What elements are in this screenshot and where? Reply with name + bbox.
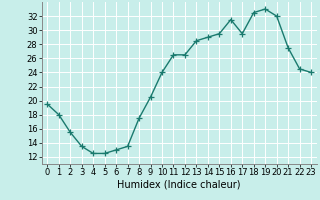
X-axis label: Humidex (Indice chaleur): Humidex (Indice chaleur) — [117, 180, 241, 190]
